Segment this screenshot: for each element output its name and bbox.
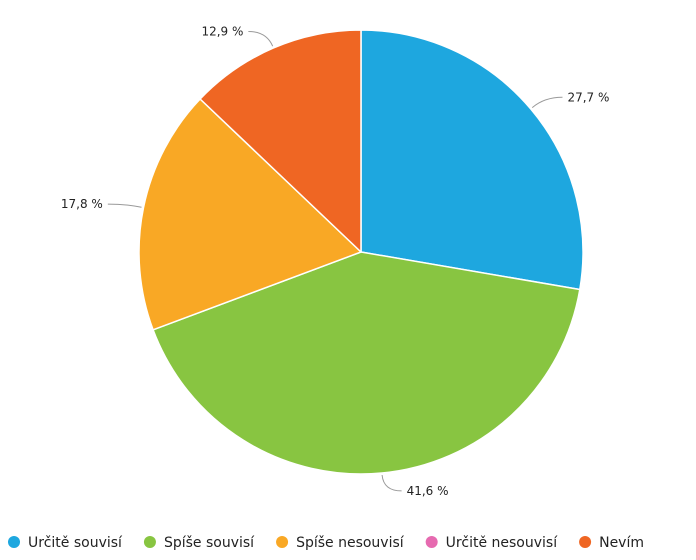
legend-swatch-nevim (579, 536, 592, 548)
legend-item-urcite-nesouvisi[interactable]: Určitě nesouvisí (425, 535, 559, 551)
pie-slice-nevim[interactable] (199, 29, 362, 253)
data-label-spise-nesouvisi: 17,8 % (61, 197, 103, 211)
legend-swatch-spise-souvisi (143, 536, 156, 548)
data-label-urcite-souvisi: 27,7 % (567, 90, 609, 104)
legend-label-urcite-nesouvisi: Určitě nesouvisí (446, 535, 559, 551)
pie-slice-urcite-souvisi[interactable] (360, 29, 584, 291)
legend-item-spise-souvisi[interactable]: Spíše souvisí (143, 535, 255, 551)
legend-item-nevim[interactable]: Nevím (579, 535, 644, 551)
data-label-connectors (107, 30, 563, 492)
legend-swatch-spise-nesouvisi (276, 536, 289, 548)
legend-item-urcite-souvisi[interactable]: Určitě souvisí (8, 535, 123, 551)
legend-label-nevim: Nevím (599, 535, 644, 551)
connector-nevim (248, 30, 274, 47)
legend-label-spise-souvisi: Spíše souvisí (164, 535, 255, 551)
data-label-spise-souvisi: 41,6 % (407, 484, 449, 498)
pie-slice-spise-souvisi[interactable] (152, 251, 581, 475)
data-label-nevim: 12,9 % (201, 24, 243, 38)
pie-slice-spise-nesouvisi[interactable] (138, 98, 362, 331)
legend-swatch-urcite-souvisi (8, 536, 20, 548)
legend-swatch-urcite-nesouvisi (425, 536, 438, 548)
legend-item-spise-nesouvisi[interactable]: Spíše nesouvisí (276, 535, 405, 551)
connector-spise-nesouvisi (107, 203, 142, 208)
legend: Určitě souvisí Spíše souvisí Spíše nesouvi… (8, 535, 644, 551)
connector-spise-souvisi (381, 474, 402, 492)
legend-label-urcite-souvisi: Určitě souvisí (28, 535, 123, 551)
data-labels: 27,7 % 41,6 % 17,8 % 12,9 % (61, 24, 610, 497)
connector-urcite-souvisi (531, 96, 563, 108)
pie-slices (138, 29, 584, 475)
legend-label-spise-nesouvisi: Spíše nesouvisí (296, 535, 405, 551)
